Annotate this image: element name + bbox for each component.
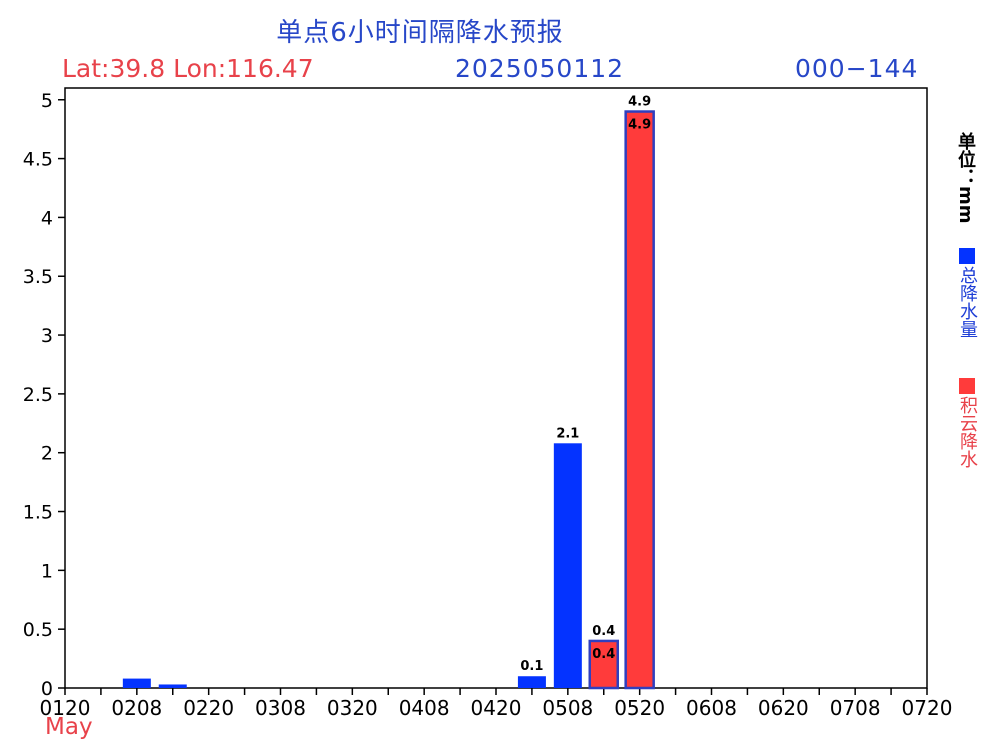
chart-title: 单点6小时间隔降水预报 <box>276 18 564 48</box>
forecast-range-label: 000−144 <box>795 54 919 83</box>
legend-total-precip: 总降水量 <box>950 248 980 338</box>
legend-convective-swatch <box>959 378 975 394</box>
x-tick-label: 0208 <box>111 696 162 720</box>
unit-label: 单位：mm <box>955 132 976 224</box>
x-tick-label: 0720 <box>902 696 953 720</box>
y-tick-label: 2 <box>41 443 53 465</box>
y-tick-label: 4 <box>41 207 53 229</box>
total-bar-label: 2.1 <box>556 426 579 441</box>
legend-convective-label: 积云降水 <box>957 396 978 468</box>
legend-total-label: 总降水量 <box>957 266 978 338</box>
x-tick-label: 0408 <box>399 696 450 720</box>
y-axis: 0 0.5 1 1.5 2 2.5 3 3.5 4 4.5 5 <box>23 90 65 700</box>
y-tick-label: 1 <box>41 560 53 582</box>
x-tick-label: 0320 <box>327 696 378 720</box>
legend-total-swatch <box>959 248 975 264</box>
convective-precip-bar <box>588 639 619 690</box>
location-label: Lat:39.8 Lon:116.47 <box>62 54 314 83</box>
x-tick-label: 0420 <box>471 696 522 720</box>
y-tick-label: 5 <box>41 90 53 112</box>
y-tick-label: 0 <box>41 678 53 700</box>
convective-bar-label: 4.9 <box>628 118 651 133</box>
y-tick-label: 3 <box>41 325 53 347</box>
total-precip-bar <box>553 443 582 688</box>
y-tick-label: 2.5 <box>23 384 53 406</box>
total-bar-label: 4.9 <box>628 95 651 110</box>
x-tick-label: 0120 <box>40 696 91 720</box>
y-tick-label: 4.5 <box>23 149 53 171</box>
x-tick-label: 0520 <box>614 696 665 720</box>
plot-frame <box>64 87 928 689</box>
total-bar-label: 0.1 <box>520 659 543 674</box>
x-tick-label: 0620 <box>758 696 809 720</box>
x-tick-label: 0708 <box>830 696 881 720</box>
x-tick-label: 0220 <box>183 696 234 720</box>
x-tick-label: 0508 <box>542 696 593 720</box>
y-tick-label: 1.5 <box>23 502 53 524</box>
convective-precip-bar <box>624 110 655 690</box>
x-axis: 0120 0208 0220 0308 0320 0408 0420 0508 0520 0608… <box>40 688 953 720</box>
legend-convective-precip: 积云降水 <box>950 378 980 468</box>
y-tick-label: 3.5 <box>23 266 53 288</box>
month-label: May <box>45 714 93 740</box>
convective-bar-label: 0.4 <box>592 647 615 662</box>
total-bar-label: 0.4 <box>592 624 615 639</box>
total-precip-bar <box>122 678 151 688</box>
x-tick-label: 0608 <box>686 696 737 720</box>
total-precip-bar <box>517 676 546 688</box>
init-time-label: 2025050112 <box>455 54 625 83</box>
y-tick-label: 0.5 <box>23 619 53 641</box>
bars-layer: 0.1 2.1 0.4 4.9 0.4 4.9 <box>122 95 655 690</box>
x-tick-label: 0308 <box>255 696 306 720</box>
total-precip-bar <box>158 684 187 688</box>
